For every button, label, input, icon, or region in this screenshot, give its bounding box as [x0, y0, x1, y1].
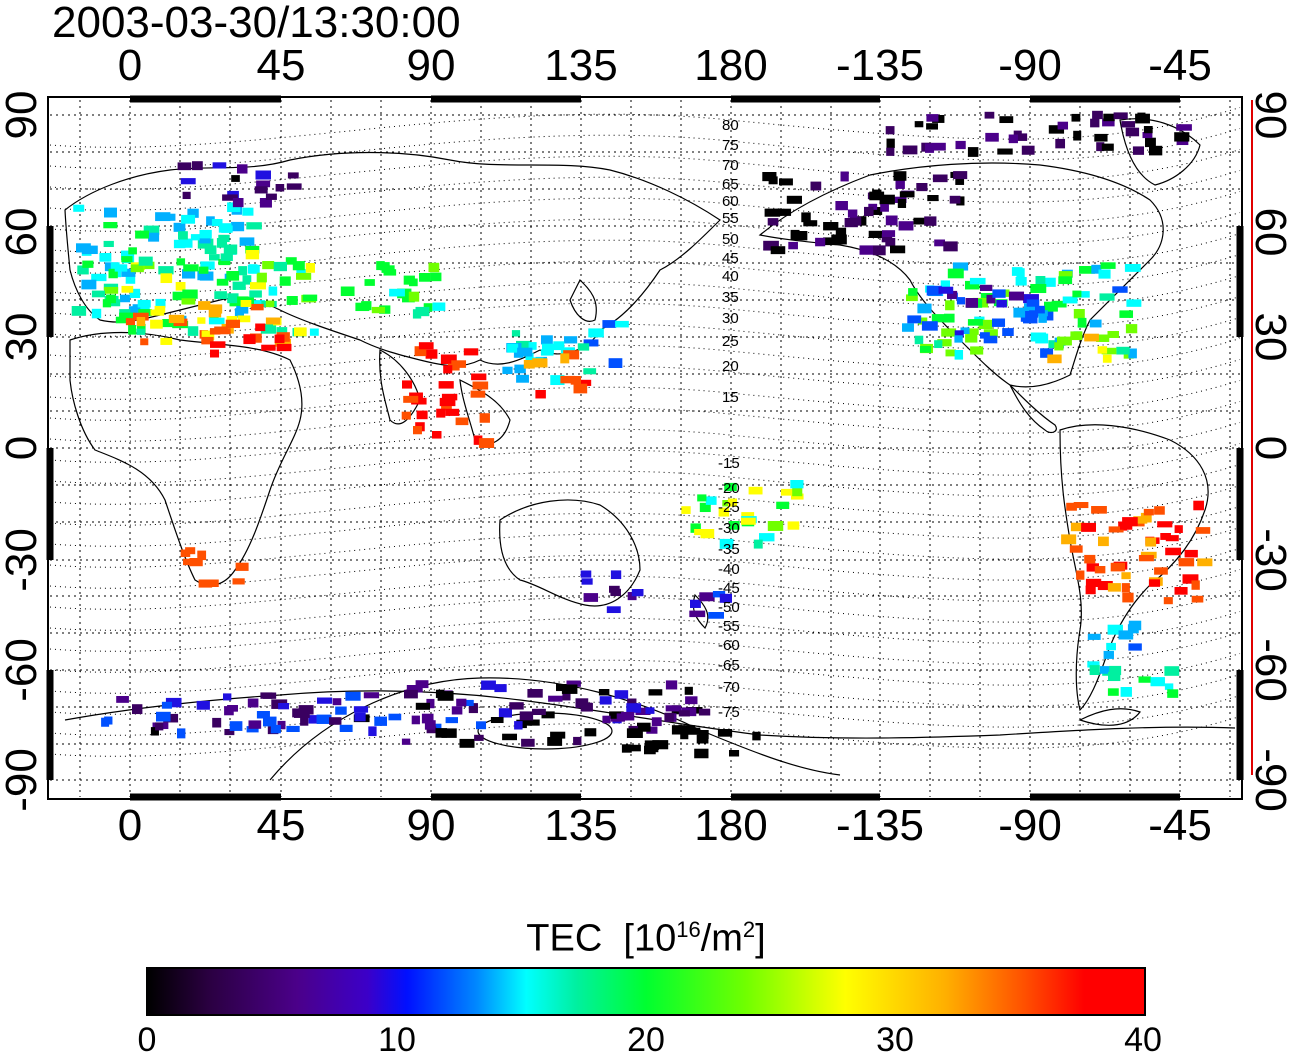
lon-tick-bottom-m45: -45: [1148, 801, 1212, 850]
mag-lat-label-30: 30: [722, 310, 739, 327]
colorbar-label: TEC: [526, 917, 603, 960]
mag-lat-label-15: 15: [722, 389, 739, 406]
colorbar-tick-0: 0: [137, 1021, 157, 1059]
lon-tick-bottom-0: 0: [117, 801, 143, 850]
tec-data-points: [71, 110, 1213, 759]
mag-lat-label-m50: -50: [718, 599, 740, 616]
colorbar-unit-suffix: ]: [755, 917, 766, 960]
colorbar-tick-20: 20: [627, 1021, 665, 1059]
colorbar-tick-30: 30: [876, 1021, 914, 1059]
lon-tick-top-135: 135: [544, 41, 618, 90]
mag-lat-label-60: 60: [722, 193, 739, 210]
mag-lat-label-m35: -35: [718, 541, 740, 558]
mag-lat-label-m15: -15: [718, 455, 740, 472]
lon-tick-top-m90: -90: [998, 41, 1062, 90]
colorbar-title: TEC [1016/m2]: [0, 908, 1292, 961]
lon-tick-top-90: 90: [406, 41, 456, 90]
mag-lat-label-m75: -75: [718, 704, 740, 721]
mag-lat-label-m45: -45: [718, 580, 740, 597]
colorbar-tick-10: 10: [378, 1021, 416, 1059]
mag-lat-label-35: 35: [722, 289, 739, 306]
mag-lat-label-75: 75: [722, 137, 739, 154]
lon-tick-top-45: 45: [256, 41, 306, 90]
mag-lat-label-m30: -30: [718, 520, 740, 537]
lon-tick-top-180: 180: [694, 41, 768, 90]
mag-lat-label-25: 25: [722, 333, 739, 350]
mag-lat-label-80: 80: [722, 117, 739, 134]
lon-tick-top-0: 0: [117, 41, 143, 90]
colorbar-unit-exp2: 2: [742, 917, 756, 942]
mag-lat-label-m65: -65: [718, 657, 740, 674]
lon-tick-top-m45: -45: [1148, 41, 1212, 90]
mag-lat-label-40: 40: [722, 268, 739, 285]
lon-tick-bottom-135: 135: [544, 801, 618, 850]
mag-lat-label-65: 65: [722, 176, 739, 193]
lon-tick-bottom-180: 180: [694, 801, 768, 850]
tec-map: [46, 95, 1253, 801]
mag-lat-label-45: 45: [722, 250, 739, 267]
mag-lat-label-m70: -70: [718, 679, 740, 696]
mag-lat-label-m55: -55: [718, 618, 740, 635]
colorbar-unit-exp: 16: [676, 917, 701, 942]
lon-tick-bottom-m135: -135: [835, 801, 925, 850]
mag-lat-label-70: 70: [722, 157, 739, 174]
lon-tick-bottom-45: 45: [256, 801, 306, 850]
lon-tick-bottom-m90: -90: [998, 801, 1062, 850]
colorbar: [146, 967, 1146, 1016]
colorbar-unit-prefix: [10: [623, 917, 677, 960]
mag-lat-label-m20: -20: [718, 480, 740, 497]
lon-tick-bottom-90: 90: [406, 801, 456, 850]
mag-lat-label-55: 55: [722, 210, 739, 227]
mag-lat-label-m60: -60: [718, 637, 740, 654]
mag-lat-label-m40: -40: [718, 561, 740, 578]
colorbar-tick-40: 40: [1124, 1021, 1162, 1059]
map-title: 2003-03-30/13:30:00: [52, 0, 461, 47]
lon-tick-top-m135: -135: [835, 41, 925, 90]
mag-lat-label-50: 50: [722, 231, 739, 248]
colorbar-unit-mid: /m: [700, 917, 743, 960]
mag-lat-label-m25: -25: [718, 499, 740, 516]
mag-lat-label-20: 20: [722, 358, 739, 375]
axis-bars: [46, 95, 1244, 801]
